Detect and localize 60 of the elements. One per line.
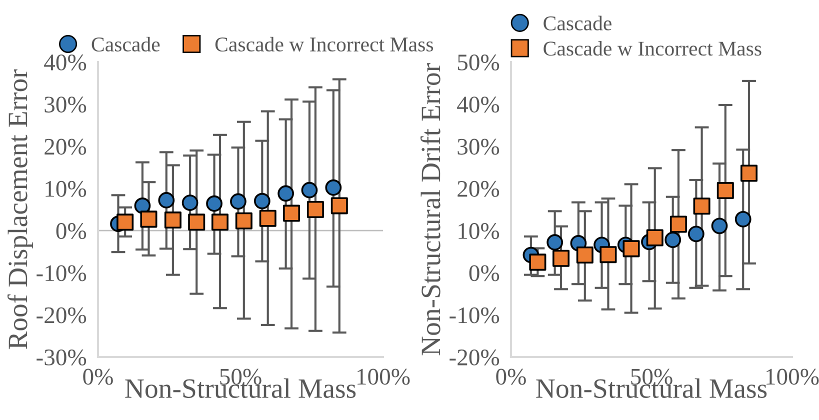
point xyxy=(552,250,570,267)
legend-label: Cascade w Incorrect Mass xyxy=(544,41,762,56)
y-tick-label: -20% xyxy=(450,349,500,366)
point xyxy=(140,210,158,228)
point xyxy=(734,211,752,228)
point xyxy=(576,246,594,264)
point xyxy=(116,214,134,231)
point xyxy=(278,185,294,202)
y-tick-label: 0% xyxy=(56,223,86,240)
point xyxy=(254,192,270,210)
point xyxy=(670,216,687,233)
point xyxy=(711,218,728,234)
point xyxy=(716,182,734,200)
x-tick-label: 0% xyxy=(83,368,113,385)
point xyxy=(693,198,710,215)
y-tick-label: 50% xyxy=(458,54,500,70)
legend-label: Cascade xyxy=(544,16,612,30)
point xyxy=(235,212,252,230)
y-tick-label: -10% xyxy=(450,307,500,324)
point xyxy=(622,240,640,258)
point xyxy=(664,232,682,248)
point xyxy=(529,254,546,271)
point xyxy=(740,164,758,182)
point xyxy=(158,192,175,208)
point xyxy=(206,195,222,212)
legend-label: Cascade w Incorrect Mass xyxy=(215,36,434,52)
point xyxy=(134,198,151,214)
point xyxy=(164,212,182,229)
point xyxy=(301,182,318,198)
y-tick-label: 40% xyxy=(44,54,86,70)
y-tick-label: 10% xyxy=(46,180,86,197)
point xyxy=(646,229,664,246)
point xyxy=(325,179,342,196)
y-tick-label: 20% xyxy=(44,138,86,155)
point xyxy=(330,197,348,214)
y-tick-label: 0% xyxy=(469,265,500,282)
x-tick-label: 100% xyxy=(358,368,410,385)
y-tick-label: -20% xyxy=(36,307,86,324)
point xyxy=(259,210,276,227)
y-tick-label: 30% xyxy=(458,138,500,155)
point xyxy=(546,234,564,251)
legend-label: Cascade xyxy=(92,36,160,52)
y-tick-label: 40% xyxy=(457,96,500,113)
x-tick-label: 100% xyxy=(766,368,819,385)
y-tick-label: 30% xyxy=(44,96,86,113)
point xyxy=(283,204,300,222)
point xyxy=(211,214,228,231)
point xyxy=(306,200,324,218)
y-tick-label: -10% xyxy=(36,265,86,282)
point xyxy=(188,214,206,231)
point xyxy=(230,193,246,210)
y-axis-title: Roof Displacement Error xyxy=(8,69,33,350)
x-tick-label: 0% xyxy=(496,368,526,385)
y-tick-label: -30% xyxy=(36,349,86,366)
point xyxy=(600,246,617,264)
point xyxy=(688,226,704,242)
y-tick-label: 10% xyxy=(458,223,500,240)
y-axis-title: Non-Structural Drift Error xyxy=(420,63,440,356)
y-tick-label: 20% xyxy=(458,180,500,197)
point xyxy=(182,194,198,211)
